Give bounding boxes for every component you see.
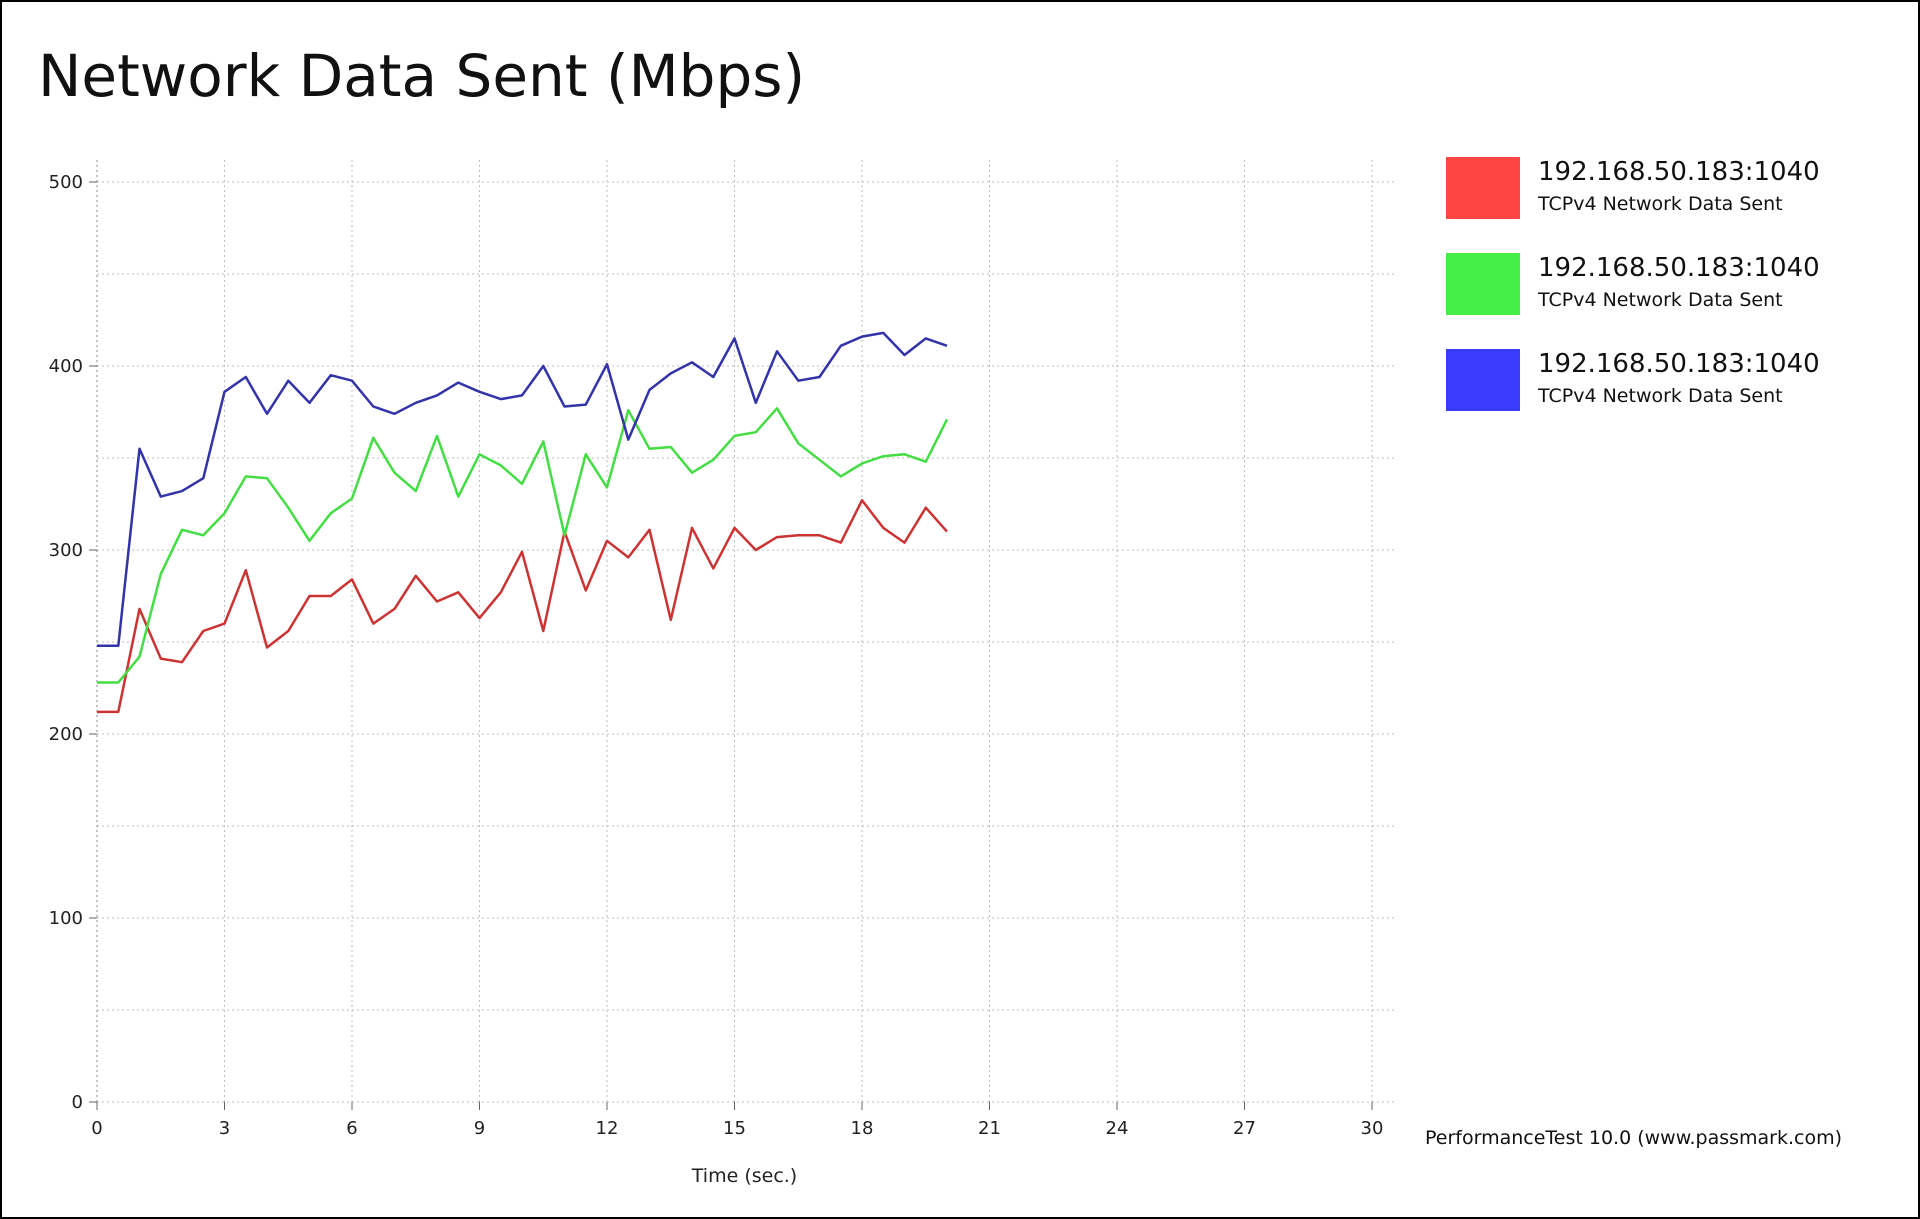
x-tick-label-21: 21 [978, 1118, 1001, 1139]
legend-item-2: 192.168.50.183:1040 TCPv4 Network Data S… [1446, 253, 1886, 317]
x-tick-label-9: 9 [474, 1118, 485, 1139]
legend-item-3: 192.168.50.183:1040 TCPv4 Network Data S… [1446, 349, 1886, 413]
x-tick-label-18: 18 [851, 1118, 874, 1139]
legend-description-3: TCPv4 Network Data Sent [1538, 385, 1783, 407]
x-tick-label-6: 6 [346, 1118, 357, 1139]
legend-swatch-3 [1446, 349, 1520, 411]
series-line-1 [97, 499, 948, 714]
x-tick-label-24: 24 [1106, 1118, 1129, 1139]
chart-title: Network Data Sent (Mbps) [38, 42, 806, 110]
legend-description-1: TCPv4 Network Data Sent [1538, 193, 1783, 215]
series-line-2 [97, 407, 949, 684]
y-tick-label-0: 0 [72, 1092, 83, 1113]
x-tick-label-27: 27 [1233, 1118, 1256, 1139]
y-tick-label-300: 300 [49, 540, 83, 561]
legend-swatch-2 [1446, 253, 1520, 315]
y-tick-label-100: 100 [49, 908, 83, 929]
legend-description-2: TCPv4 Network Data Sent [1538, 289, 1783, 311]
x-tick-label-30: 30 [1361, 1118, 1384, 1139]
x-tick-label-15: 15 [723, 1118, 746, 1139]
x-tick-label-12: 12 [596, 1118, 619, 1139]
legend-label-2: 192.168.50.183:1040 [1538, 253, 1820, 283]
y-tick-label-200: 200 [49, 724, 83, 745]
y-tick-label-500: 500 [49, 172, 83, 193]
x-axis-title: Time (sec.) [691, 1165, 797, 1187]
legend-label-1: 192.168.50.183:1040 [1538, 157, 1820, 187]
legend-item-1: 192.168.50.183:1040 TCPv4 Network Data S… [1446, 157, 1886, 221]
x-tick-label-0: 0 [91, 1118, 102, 1139]
y-tick-label-400: 400 [49, 356, 83, 377]
x-tick-label-3: 3 [219, 1118, 230, 1139]
legend-swatch-1 [1446, 157, 1520, 219]
footer-credit: PerformanceTest 10.0 (www.passmark.com) [1425, 1127, 1843, 1149]
legend-label-3: 192.168.50.183:1040 [1538, 349, 1820, 379]
series-line-3 [97, 331, 948, 647]
